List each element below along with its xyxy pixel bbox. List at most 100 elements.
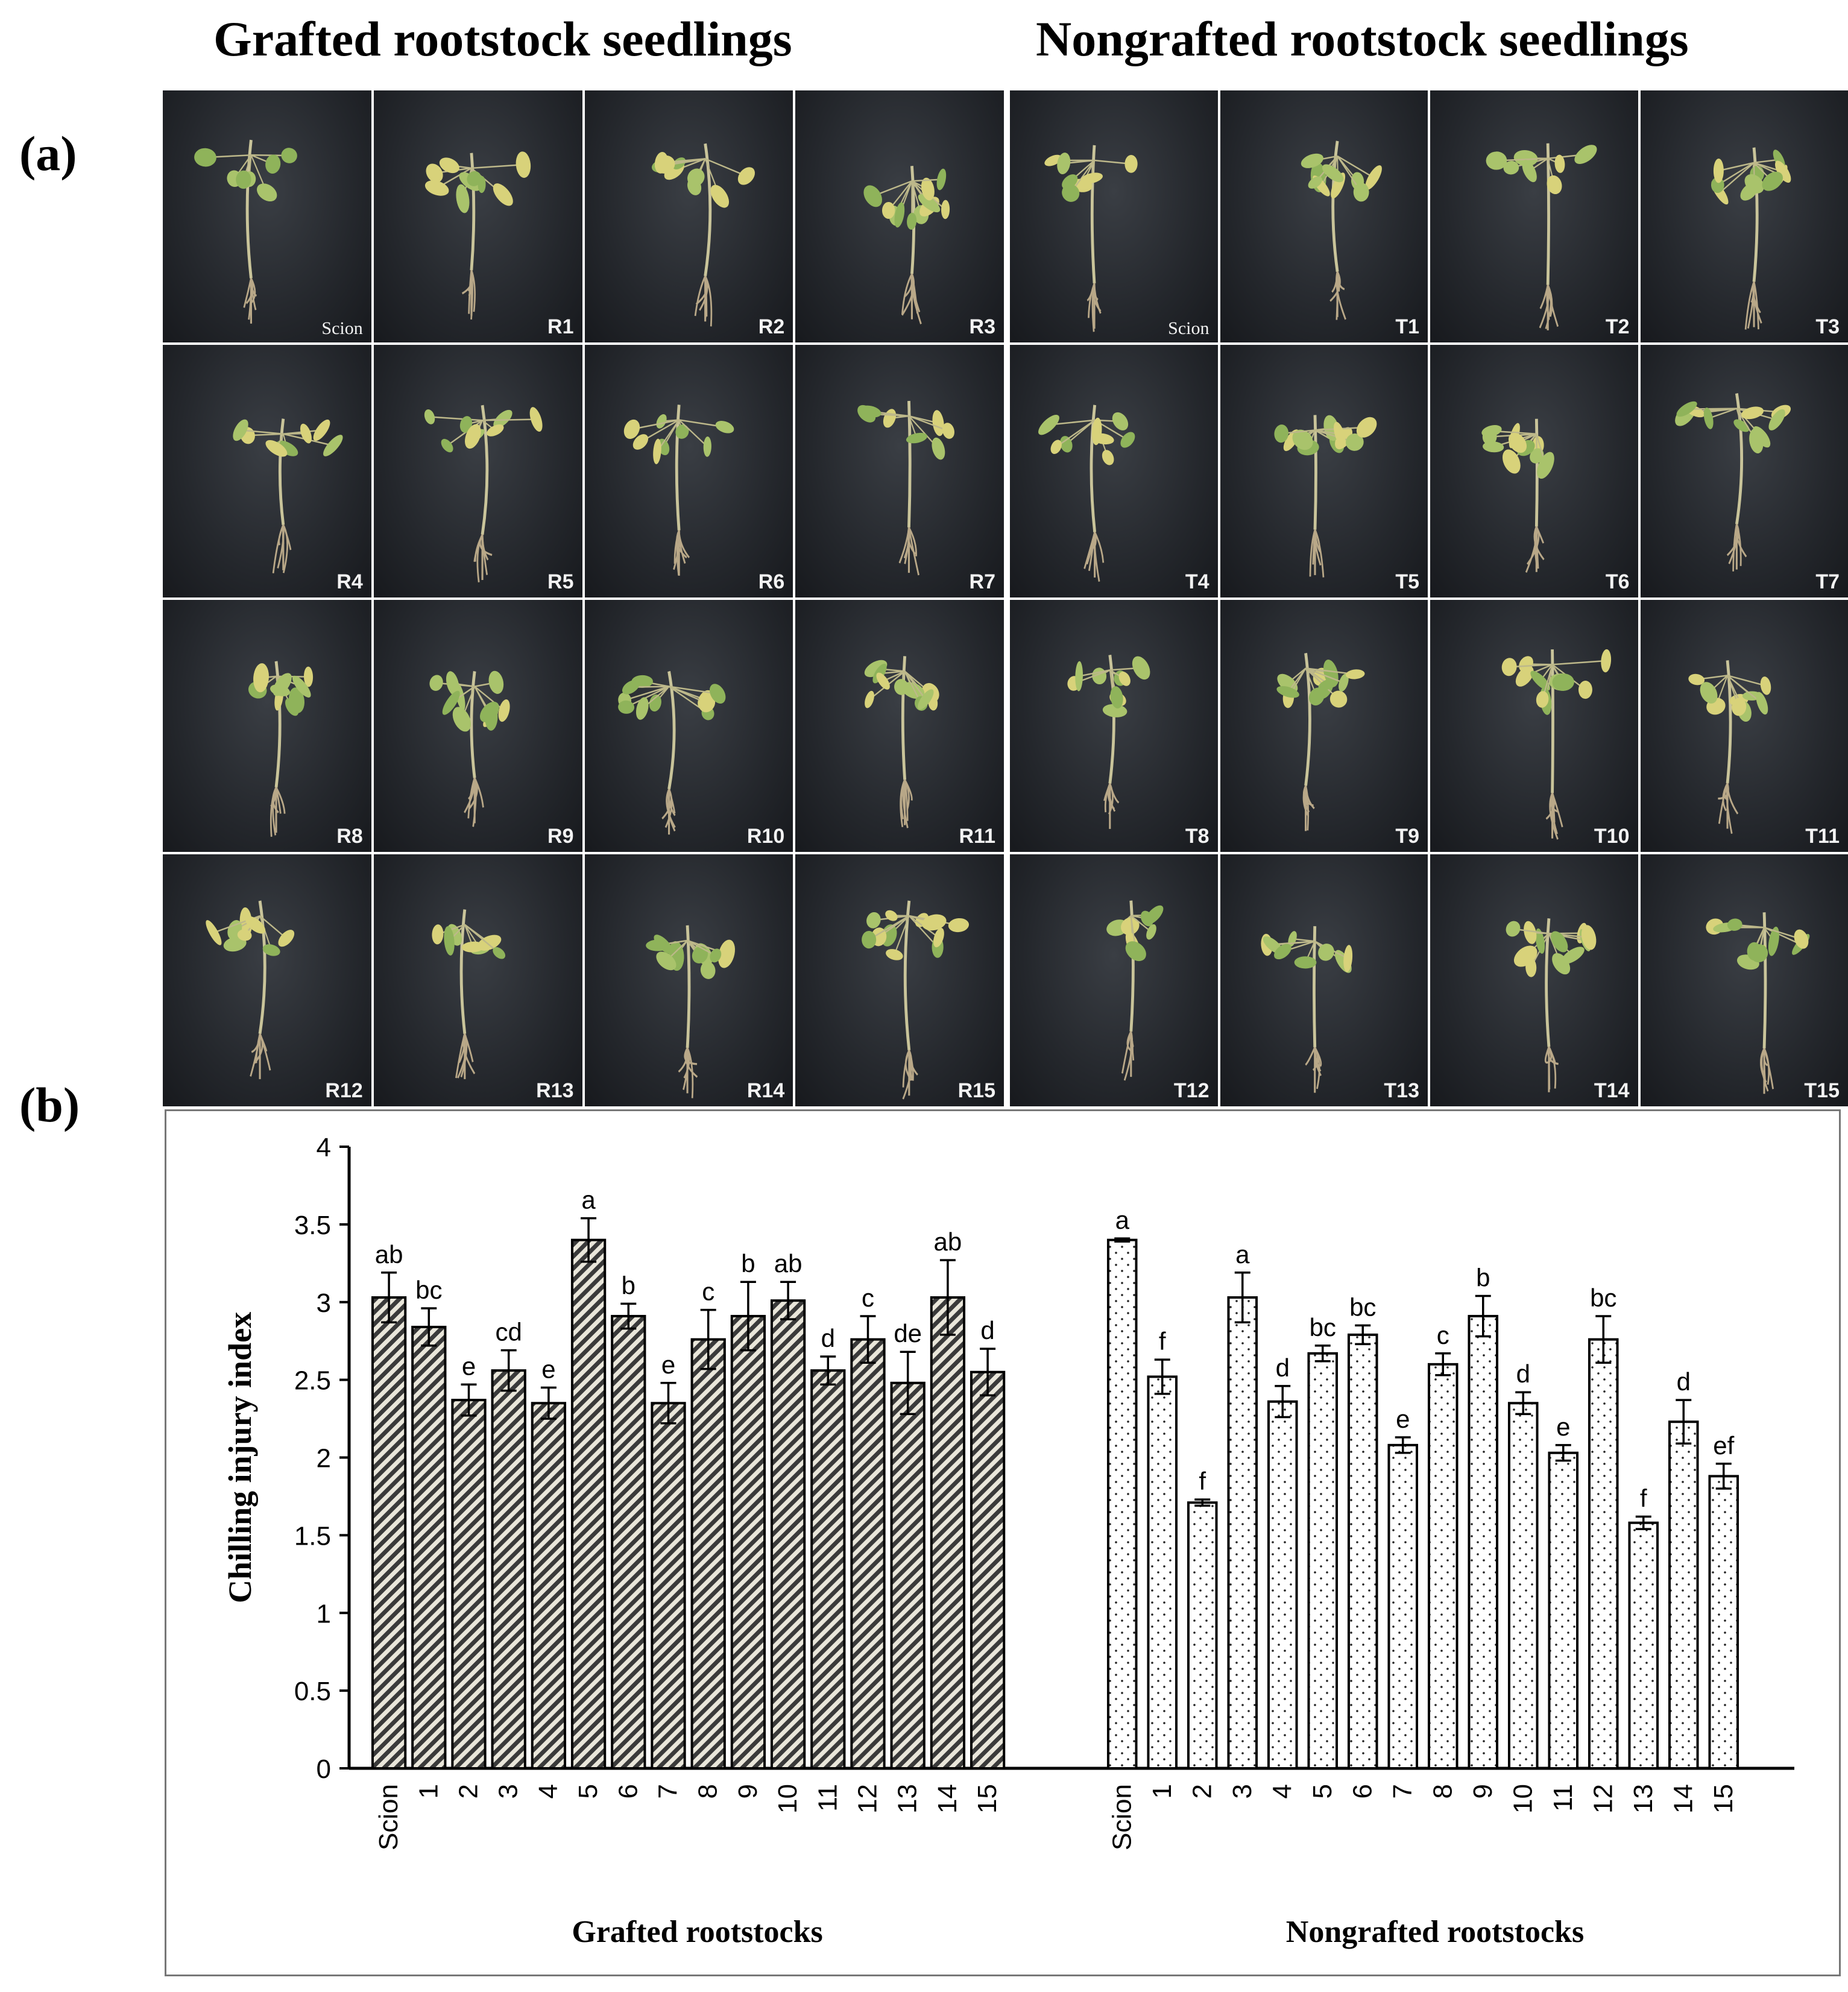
x-tick-label: 8 xyxy=(693,1784,723,1798)
significance-letter: bc xyxy=(1349,1293,1376,1321)
x-tick-label: 4 xyxy=(534,1784,563,1798)
x-tick-label: 5 xyxy=(573,1784,603,1798)
bar-grafted-11 xyxy=(810,1369,846,1770)
x-tick-label: 1 xyxy=(414,1784,443,1798)
bar-nongrafted-4 xyxy=(1267,1400,1298,1770)
significance-letter: d xyxy=(821,1324,835,1352)
photo-label: Scion xyxy=(321,318,363,339)
grafted-photo-r7: R7 xyxy=(795,345,1004,597)
seedling-image xyxy=(429,670,510,827)
seedling-image xyxy=(1486,143,1597,330)
photo-label: R2 xyxy=(758,315,785,339)
x-tick-label: 12 xyxy=(853,1784,883,1814)
nongrafted-photo-t5: T5 xyxy=(1220,345,1428,597)
seedling-image xyxy=(1276,652,1365,831)
bar-grafted-2 xyxy=(451,1399,487,1770)
x-tick-label: Scion xyxy=(374,1784,403,1850)
photo-label: Scion xyxy=(1168,318,1209,339)
nongrafted-photo-t9: T9 xyxy=(1220,599,1428,852)
significance-letter: ab xyxy=(934,1228,962,1256)
panel-label-a: (a) xyxy=(19,126,77,181)
x-tick-label: 15 xyxy=(1709,1784,1738,1814)
seedling-image xyxy=(1501,649,1612,840)
significance-letter: b xyxy=(1476,1263,1490,1291)
seedling-image xyxy=(865,655,939,828)
bar-grafted-14 xyxy=(930,1296,966,1770)
significance-letter: e xyxy=(541,1355,555,1384)
significance-letter: f xyxy=(1159,1327,1166,1355)
photo-label: T1 xyxy=(1395,315,1419,339)
x-tick-label: 15 xyxy=(973,1784,1002,1814)
significance-letter: d xyxy=(1276,1354,1290,1382)
x-tick-label: 2 xyxy=(454,1784,484,1798)
bar-grafted-8 xyxy=(690,1338,726,1770)
bar-nongrafted-14 xyxy=(1668,1420,1699,1770)
seedling-image xyxy=(233,418,343,574)
y-tick-label: 0.5 xyxy=(294,1677,331,1706)
photo-label: R10 xyxy=(746,824,785,848)
seedling-image xyxy=(1688,660,1771,834)
grafted-photo-r9: R9 xyxy=(373,599,582,852)
y-tick-label: 2 xyxy=(317,1444,331,1474)
x-tick-label: 9 xyxy=(733,1784,763,1798)
seedling-image xyxy=(424,405,543,583)
photo-label: T12 xyxy=(1173,1079,1209,1102)
nongrafted-photo-t4: T4 xyxy=(1010,345,1218,597)
bar-grafted-13 xyxy=(890,1381,926,1770)
nongrafted-photo-t3: T3 xyxy=(1640,90,1848,343)
grafted-photo-r1: R1 xyxy=(373,90,582,343)
grafted-photo-r15: R15 xyxy=(795,854,1004,1106)
photo-label: R6 xyxy=(758,570,785,593)
photo-label: R7 xyxy=(969,570,995,593)
photo-label: T2 xyxy=(1605,315,1630,339)
x-tick-label: 6 xyxy=(613,1784,643,1798)
photo-label: T5 xyxy=(1395,570,1419,593)
grafted-photo-scion: Scion xyxy=(163,90,371,343)
nongrafted-photo-t7: T7 xyxy=(1640,345,1848,597)
y-tick-label: 3 xyxy=(317,1288,331,1318)
significance-letter: de xyxy=(894,1319,922,1347)
significance-letter: bc xyxy=(1310,1313,1336,1341)
significance-letter: e xyxy=(1396,1405,1410,1433)
bar-nongrafted-10 xyxy=(1507,1402,1539,1770)
x-tick-label: 9 xyxy=(1468,1784,1498,1798)
group-label-grafted: Grafted rootstocks xyxy=(572,1915,822,1949)
significance-letter: bc xyxy=(415,1276,442,1304)
photo-label: R12 xyxy=(325,1079,363,1102)
seedling-image xyxy=(194,139,297,324)
nongrafted-photo-t12: T12 xyxy=(1010,854,1218,1106)
bar-grafted-12 xyxy=(850,1338,886,1770)
nongrafted-photo-t6: T6 xyxy=(1430,345,1638,597)
seedling-image xyxy=(432,909,505,1079)
seedling-image xyxy=(1481,418,1554,573)
significance-letter: e xyxy=(1556,1413,1570,1441)
significance-letter: a xyxy=(1115,1206,1130,1234)
x-tick-label: 8 xyxy=(1428,1784,1457,1798)
grafted-photo-r13: R13 xyxy=(373,854,582,1106)
nongrafted-photo-t10: T10 xyxy=(1430,599,1638,852)
significance-letter: d xyxy=(1516,1360,1530,1388)
photo-label: R8 xyxy=(336,824,363,848)
y-tick-label: 1 xyxy=(317,1599,331,1628)
x-tick-label: 14 xyxy=(933,1784,962,1814)
photo-label: R15 xyxy=(957,1079,995,1102)
photo-label: T3 xyxy=(1815,315,1840,339)
bar-nongrafted-8 xyxy=(1427,1363,1459,1770)
grafted-photo-r14: R14 xyxy=(584,854,793,1106)
bar-nongrafted-3 xyxy=(1227,1296,1258,1770)
seedling-image xyxy=(1106,900,1164,1081)
photo-label: R14 xyxy=(746,1079,785,1102)
grafted-photo-r8: R8 xyxy=(163,599,371,852)
photo-label: R4 xyxy=(336,570,363,593)
x-tick-label: 4 xyxy=(1267,1784,1297,1798)
bar-nongrafted-11 xyxy=(1548,1451,1579,1770)
y-tick-label: 2.5 xyxy=(294,1366,331,1396)
x-tick-label: 13 xyxy=(893,1784,922,1814)
seedling-image xyxy=(863,165,950,324)
photo-label: T10 xyxy=(1594,824,1630,848)
bar-nongrafted-5 xyxy=(1307,1352,1339,1770)
x-tick-label: 12 xyxy=(1588,1784,1618,1814)
x-tick-label: 3 xyxy=(1228,1784,1257,1798)
significance-letter: b xyxy=(622,1271,635,1299)
seedling-image xyxy=(623,405,734,576)
